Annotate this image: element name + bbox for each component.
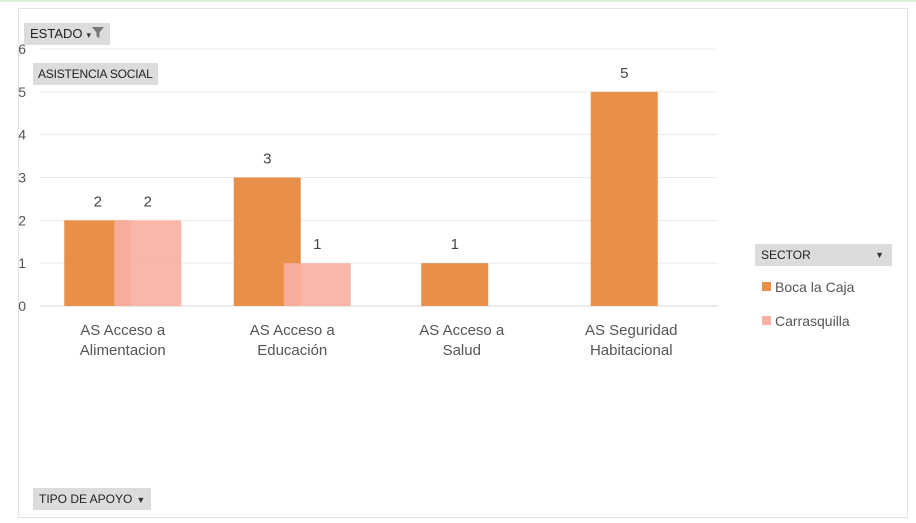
- funnel-icon: [92, 27, 105, 38]
- x-category-label: AS Acceso a Educación: [250, 322, 336, 359]
- y-tick-label: 3: [18, 170, 26, 186]
- legend-item-boca-la-caja: Boca la Caja: [762, 277, 854, 297]
- legend-label: Carrasquilla: [775, 313, 850, 329]
- y-tick-label: 6: [18, 41, 26, 57]
- legend-label: Boca la Caja: [775, 279, 855, 295]
- y-tick-label: 1: [18, 255, 26, 271]
- y-tick-label: 4: [18, 127, 26, 143]
- sector-label: SECTOR: [761, 248, 811, 262]
- x-category-label: AS Acceso a Alimentacion: [80, 322, 166, 359]
- y-tick-label: 0: [18, 298, 26, 314]
- filter-dropdown-icon: ▾: [86, 30, 92, 40]
- top-border-line: [0, 0, 916, 2]
- y-tick-label: 5: [18, 84, 26, 100]
- data-label: 3: [263, 151, 271, 168]
- chevron-down-icon: ▼: [875, 250, 884, 260]
- estado-filter-button[interactable]: ESTADO ▾: [24, 23, 111, 45]
- asistencia-social-label: ASISTENCIA SOCIAL: [38, 67, 153, 81]
- data-label: 1: [313, 236, 321, 253]
- sector-legend-button[interactable]: SECTOR ▼: [755, 244, 892, 266]
- tipo-de-apoyo-filter-button[interactable]: TIPO DE APOYO ▼: [33, 488, 152, 510]
- estado-filter-label: ESTADO: [30, 26, 83, 41]
- bar-boca-la-caja[interactable]: [421, 263, 489, 306]
- legend-item-carrasquilla: Carrasquilla: [762, 311, 850, 331]
- data-label: 5: [620, 65, 628, 82]
- data-label: 2: [144, 193, 152, 210]
- legend-swatch: [762, 316, 771, 325]
- bar-carrasquilla[interactable]: [114, 220, 182, 306]
- asistencia-social-field-button[interactable]: ASISTENCIA SOCIAL: [33, 63, 158, 85]
- x-category-label: AS Acceso a Salud: [419, 322, 505, 359]
- tipo-de-apoyo-label: TIPO DE APOYO: [39, 492, 133, 506]
- bar-boca-la-caja[interactable]: [590, 91, 658, 306]
- data-label: 2: [94, 193, 102, 210]
- bar-carrasquilla[interactable]: [283, 263, 351, 306]
- data-label: 1: [451, 236, 459, 253]
- legend-swatch: [762, 282, 771, 291]
- chevron-down-icon: ▼: [136, 495, 146, 505]
- x-category-label: AS Seguridad Habitacional: [585, 322, 678, 359]
- chart-frame: [18, 8, 908, 518]
- y-tick-label: 2: [18, 212, 26, 228]
